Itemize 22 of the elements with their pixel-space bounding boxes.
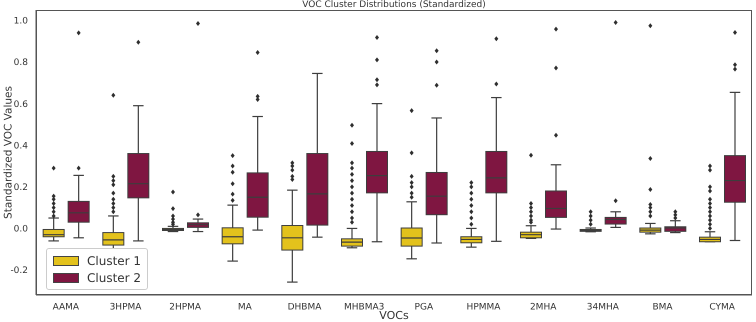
x-tick-label: 3HPMA <box>110 302 142 312</box>
y-tick-label: 0.4 <box>14 141 28 152</box>
x-tick-label: CYMA <box>709 302 736 312</box>
chart-title: VOC Cluster Distributions (Standardized) <box>301 0 487 10</box>
legend-label: Cluster 1 <box>86 252 142 269</box>
x-tick-label: 34MHA <box>586 302 620 312</box>
x-tick-label: DHBMA <box>288 302 322 312</box>
y-tick-label: 0.0 <box>14 224 28 235</box>
y-tick-label: 0.2 <box>14 183 28 194</box>
y-tick-label: -0.2 <box>10 266 28 276</box>
x-tick-label: MA <box>238 302 253 312</box>
legend-label: Cluster 2 <box>86 270 142 286</box>
y-tick-label: 0.8 <box>14 58 28 68</box>
y-tick-label: 0.6 <box>14 100 28 110</box>
x-tick-label: 2HPMA <box>169 302 202 312</box>
x-tick-label: HPMMA <box>466 302 502 312</box>
x-tick-label: PGA <box>414 302 434 312</box>
x-tick-label: BMA <box>652 302 674 312</box>
y-axis-title: Standardized VOC Values <box>2 86 15 219</box>
x-tick-label: 2MHA <box>530 302 558 312</box>
x-tick-label: AAMA <box>52 302 80 312</box>
y-tick-label: 1.0 <box>14 16 28 27</box>
